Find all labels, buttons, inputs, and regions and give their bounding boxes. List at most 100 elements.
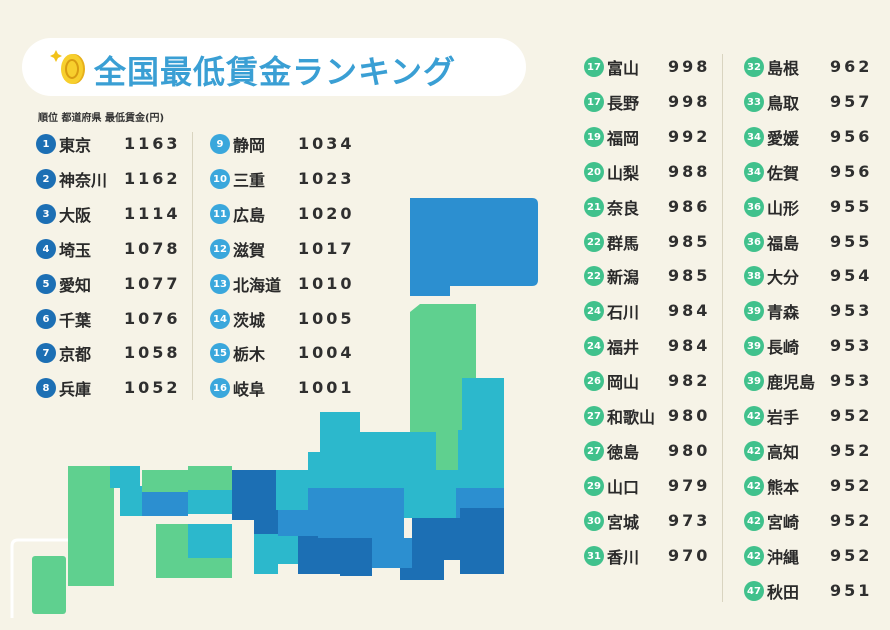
prefecture-name: 京都: [59, 345, 92, 364]
ranking-row: 22 新潟: [584, 262, 639, 290]
ranking-row: 42 岩手: [744, 402, 799, 430]
rank-badge: 15: [210, 343, 230, 363]
wage-value: 955: [830, 197, 873, 216]
wage-value: 956: [830, 127, 873, 146]
rank-badge: 14: [210, 309, 230, 329]
prefecture-name: 北海道: [233, 276, 282, 295]
rank-badge: 17: [584, 57, 604, 77]
ranking-row: 27 徳島: [584, 437, 639, 465]
wage-value: 1163: [124, 134, 181, 153]
map-kyushu-east: [110, 488, 114, 524]
wage-value: 952: [830, 476, 873, 495]
wage-value: 954: [830, 266, 873, 285]
map-kochi: [188, 558, 232, 578]
ranking-row: 8 兵庫: [36, 374, 91, 402]
prefecture-name: 島根: [767, 59, 800, 78]
wage-value: 998: [668, 92, 711, 111]
rank-badge: 29: [584, 476, 604, 496]
ranking-row: 34 愛媛: [744, 123, 799, 151]
map-nagano: [340, 488, 404, 538]
rank-badge: 19: [584, 127, 604, 147]
map-fukui: [276, 470, 308, 510]
rank-badge: 39: [744, 336, 764, 356]
wage-value: 998: [668, 57, 711, 76]
ranking-row: 10 三重: [210, 165, 265, 193]
rank-badge: 4: [36, 239, 56, 259]
prefecture-name: 沖縄: [767, 548, 800, 567]
wage-value: 980: [668, 406, 711, 425]
page-title: 全国最低賃金ランキング: [94, 53, 457, 91]
rank-badge: 2: [36, 169, 56, 189]
rank-badge: 12: [210, 239, 230, 259]
wage-value: 1078: [124, 239, 181, 258]
wage-value: 985: [668, 232, 711, 251]
ranking-row: 33 鳥取: [744, 88, 799, 116]
rank-badge: 33: [744, 92, 764, 112]
map-niigata: [360, 432, 436, 488]
ranking-row: 26 岡山: [584, 367, 639, 395]
map-gunma: [404, 488, 456, 518]
map-shiga: [278, 510, 302, 536]
prefecture-name: 岡山: [607, 373, 640, 392]
rank-badge: 22: [584, 232, 604, 252]
rank-badge: 26: [584, 371, 604, 391]
ranking-row: 3 大阪: [36, 200, 91, 228]
prefecture-name: 埼玉: [59, 241, 92, 260]
map-hokkaido: [410, 198, 538, 296]
prefecture-name: 佐賀: [767, 164, 800, 183]
rank-badge: 16: [210, 378, 230, 398]
ranking-row: 21 奈良: [584, 193, 639, 221]
ranking-row: 19 福岡: [584, 123, 639, 151]
wage-value: 956: [830, 162, 873, 181]
prefecture-name: 徳島: [607, 443, 640, 462]
rank-badge: 39: [744, 371, 764, 391]
rank-badge: 9: [210, 134, 230, 154]
prefecture-name: 福岡: [607, 129, 640, 148]
prefecture-name: 石川: [607, 303, 640, 322]
ranking-row: 2 神奈川: [36, 165, 107, 193]
wage-value: 1020: [298, 204, 355, 223]
wage-value: 1004: [298, 343, 355, 362]
wage-value: 962: [830, 57, 873, 76]
map-iwate: [462, 378, 504, 430]
rank-badge: 21: [584, 197, 604, 217]
ranking-row: 27 和歌山: [584, 402, 655, 430]
rank-badge: 8: [36, 378, 56, 398]
map-okayama: [188, 490, 232, 514]
ranking-row: 30 宮城: [584, 507, 639, 535]
map-hyogo: [232, 470, 254, 520]
ranking-row: 17 富山: [584, 53, 639, 81]
map-chiba: [460, 548, 504, 574]
coin-icon: [50, 48, 90, 88]
prefecture-name: 愛媛: [767, 129, 800, 148]
map-ibaraki: [460, 508, 504, 548]
ranking-row: 36 福島: [744, 228, 799, 256]
wage-value: 953: [830, 336, 873, 355]
rank-badge: 34: [744, 127, 764, 147]
prefecture-name: 静岡: [233, 136, 266, 155]
ranking-row: 15 栃木: [210, 339, 265, 367]
prefecture-name: 愛知: [59, 276, 92, 295]
prefecture-name: 三重: [233, 171, 266, 190]
wage-value: 1023: [298, 169, 355, 188]
rank-badge: 32: [744, 57, 764, 77]
wage-value: 970: [668, 546, 711, 565]
wage-value: 979: [668, 476, 711, 495]
rank-badge: 34: [744, 162, 764, 182]
ranking-row: 47 秋田: [744, 577, 799, 605]
rank-badge: 27: [584, 441, 604, 461]
prefecture-name: 神奈川: [59, 171, 108, 190]
map-ehime: [156, 524, 188, 578]
map-ishikawa: [320, 412, 360, 452]
wage-value: 1052: [124, 378, 181, 397]
ranking-row: 31 香川: [584, 542, 639, 570]
prefecture-name: 高知: [767, 443, 800, 462]
map-saitama: [412, 518, 460, 542]
prefecture-name: 山形: [767, 199, 800, 218]
map-yamaguchi: [120, 486, 142, 516]
wage-value: 1076: [124, 309, 181, 328]
prefecture-name: 熊本: [767, 478, 800, 497]
prefecture-name: 宮城: [607, 513, 640, 532]
ranking-row: 24 石川: [584, 297, 639, 325]
